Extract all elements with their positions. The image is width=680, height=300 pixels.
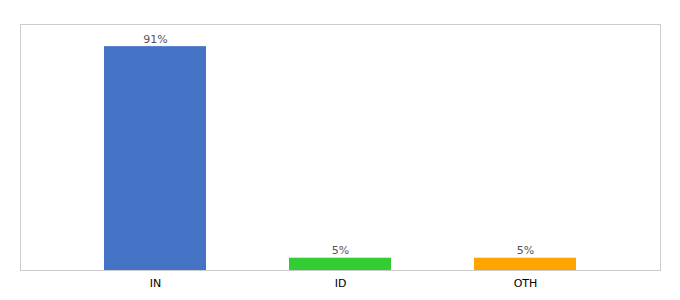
- svg-text:IN: IN: [150, 277, 161, 290]
- svg-text:5%: 5%: [332, 244, 349, 257]
- svg-text:OTH: OTH: [514, 277, 538, 290]
- svg-text:91%: 91%: [143, 33, 167, 46]
- svg-text:5%: 5%: [517, 244, 534, 257]
- svg-text:ID: ID: [335, 277, 347, 290]
